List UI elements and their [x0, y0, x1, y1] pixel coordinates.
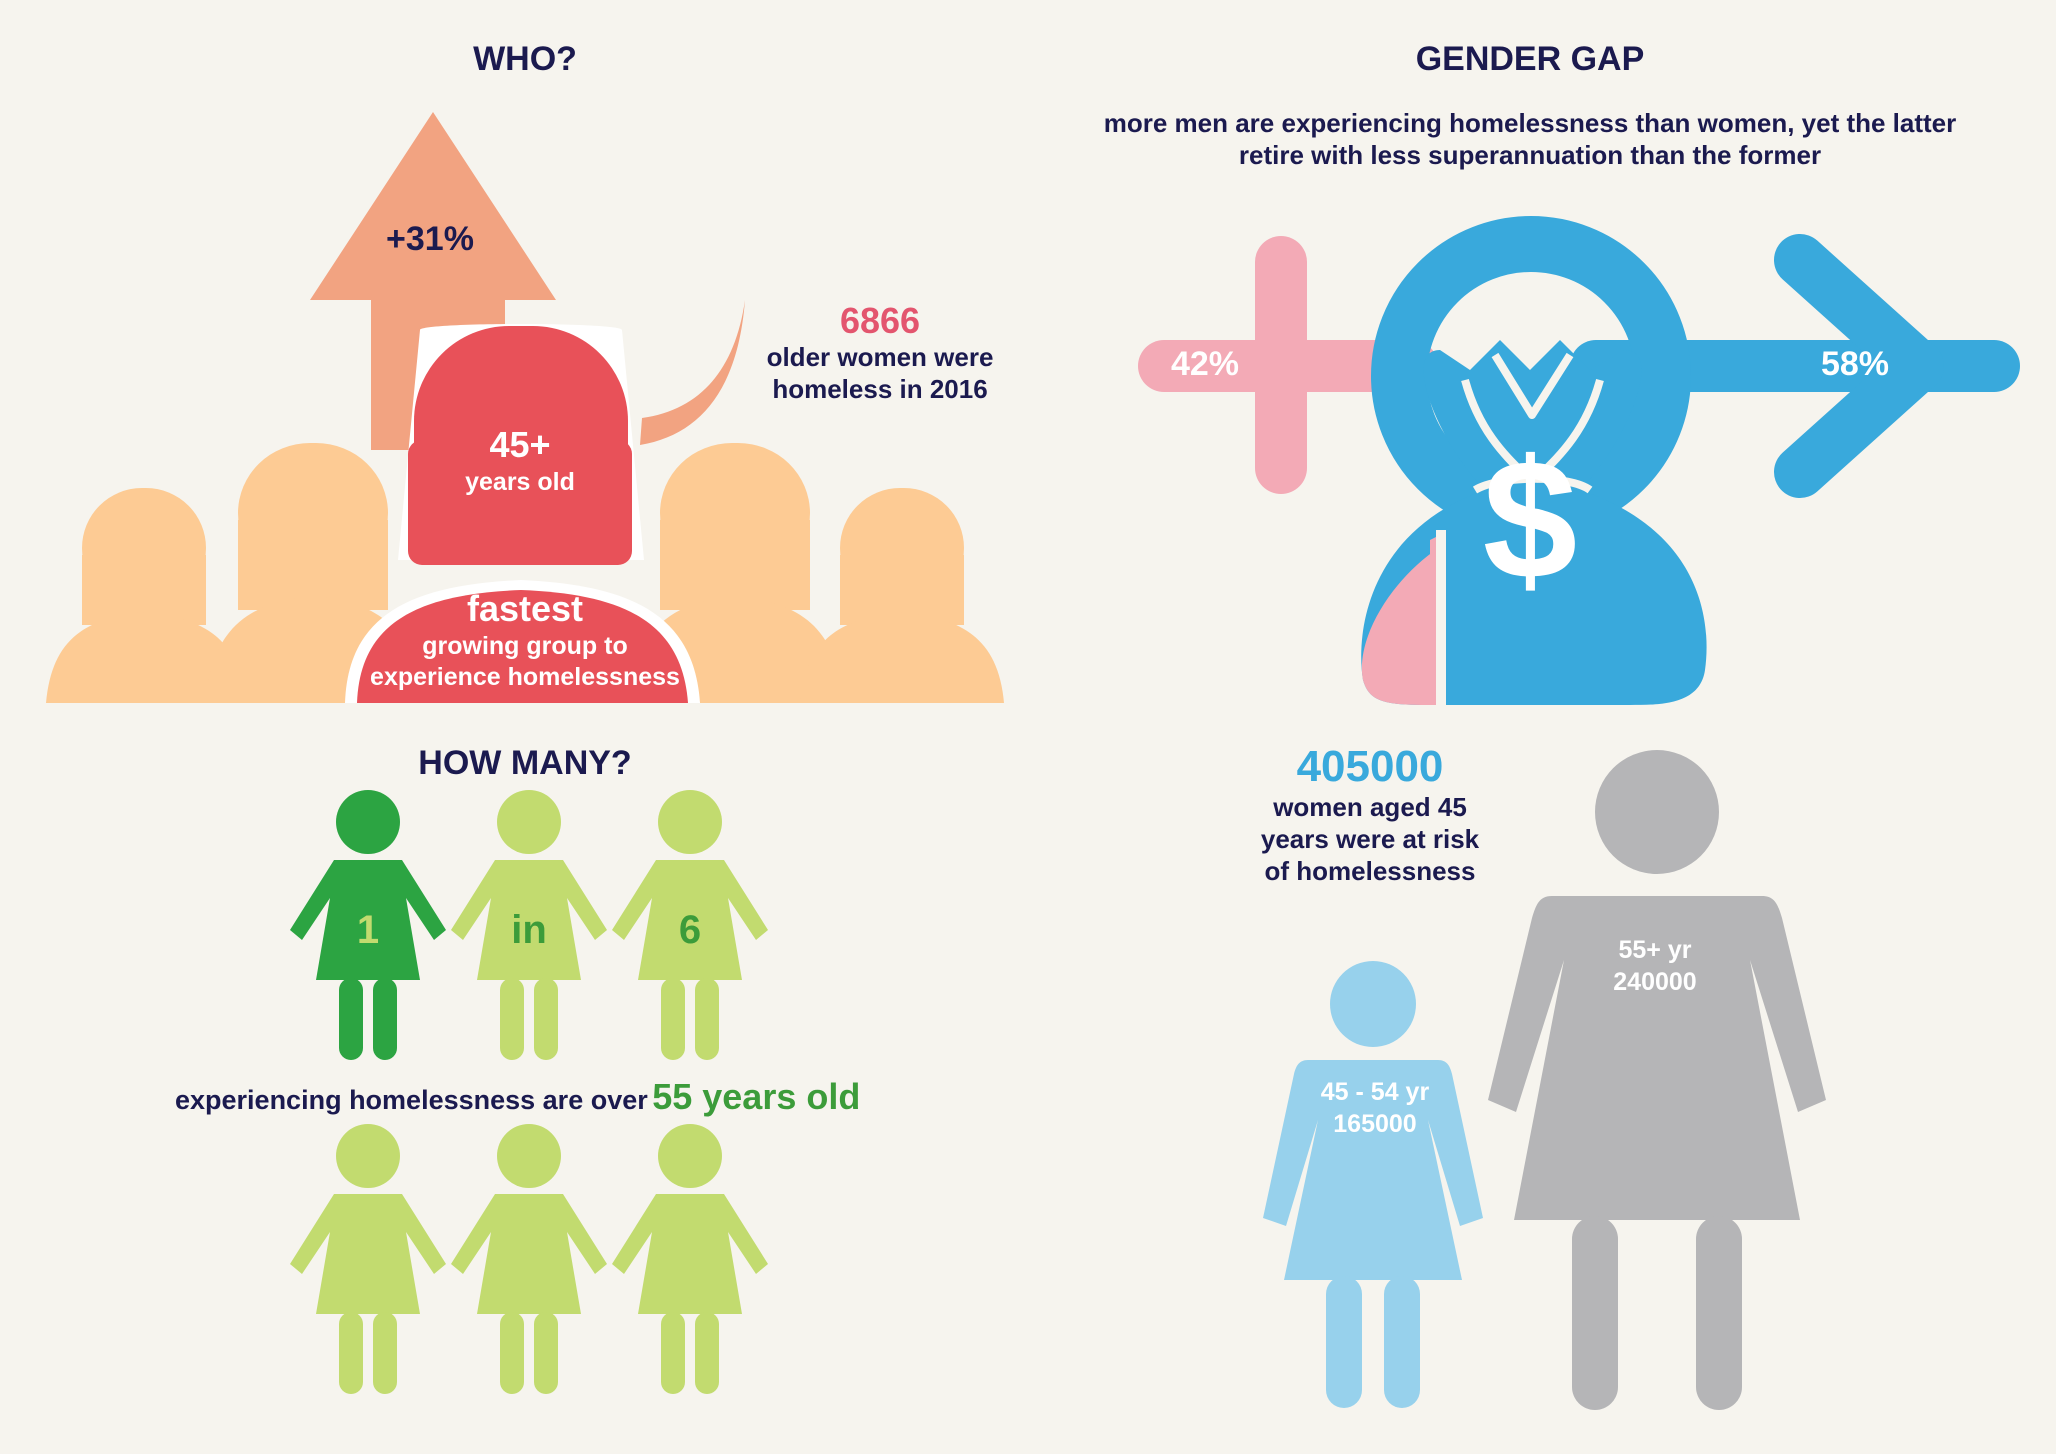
- female-symbol-icon: [1138, 236, 1438, 494]
- ratio-label-6: 6: [678, 908, 702, 952]
- homeless-count: 6866: [839, 300, 921, 341]
- gender-gap-subtitle-line2: retire with less superannuation than the…: [1238, 140, 1822, 170]
- group-young-value: 165000: [1333, 1110, 1417, 1138]
- central-woman-icon: [345, 324, 700, 703]
- at-risk-line3: of homelessness: [1264, 856, 1476, 886]
- ratio-label-in: in: [511, 908, 547, 952]
- homeless-count-line2: homeless in 2016: [772, 374, 988, 404]
- who-illustration: [46, 112, 1004, 703]
- at-risk-line2: years were at risk: [1260, 824, 1480, 854]
- fastest-label: fastest: [466, 588, 584, 629]
- woman-55-plus-icon: [1488, 750, 1826, 1410]
- at-risk-count: 405000: [1296, 742, 1444, 791]
- gender-gap-subtitle-line1: more men are experiencing homelessness t…: [1103, 108, 1957, 138]
- age-number: 45+: [489, 424, 551, 465]
- who-title: WHO?: [473, 40, 577, 78]
- woman-figure-icon: [451, 1124, 607, 1394]
- woman-figure-icon: [290, 1124, 446, 1394]
- swoosh-icon: [640, 300, 745, 445]
- female-share: 42%: [1170, 345, 1240, 383]
- fastest-line1: growing group to: [422, 632, 628, 660]
- how-many-title: HOW MANY?: [418, 744, 632, 782]
- homeless-count-line1: older women were: [766, 342, 994, 372]
- group-old-label: 55+ yr: [1618, 936, 1692, 964]
- caption-highlight: 55 years old: [652, 1076, 861, 1117]
- age-label: years old: [465, 468, 575, 496]
- money-bag-icon: [1361, 340, 1707, 708]
- group-young-label: 45 - 54 yr: [1320, 1078, 1430, 1106]
- ratio-label-1: 1: [356, 908, 380, 952]
- male-share: 58%: [1820, 345, 1890, 383]
- growth-percent: +31%: [386, 220, 474, 258]
- at-risk-line1: women aged 45: [1273, 792, 1467, 822]
- at-risk-figures: [1263, 750, 1826, 1410]
- how-many-caption: experiencing homelessness are over 55 ye…: [175, 1076, 935, 1118]
- woman-45-54-icon: [1263, 961, 1483, 1408]
- gender-gap-illustration: [1138, 216, 2020, 708]
- dollar-symbol: $: [1482, 425, 1578, 615]
- caption-prefix: experiencing homelessness are over: [175, 1085, 648, 1115]
- fastest-line2: experience homelessness: [370, 663, 680, 691]
- gender-gap-title: GENDER GAP: [1415, 40, 1645, 78]
- woman-figure-icon: [612, 1124, 768, 1394]
- group-old-value: 240000: [1613, 968, 1697, 996]
